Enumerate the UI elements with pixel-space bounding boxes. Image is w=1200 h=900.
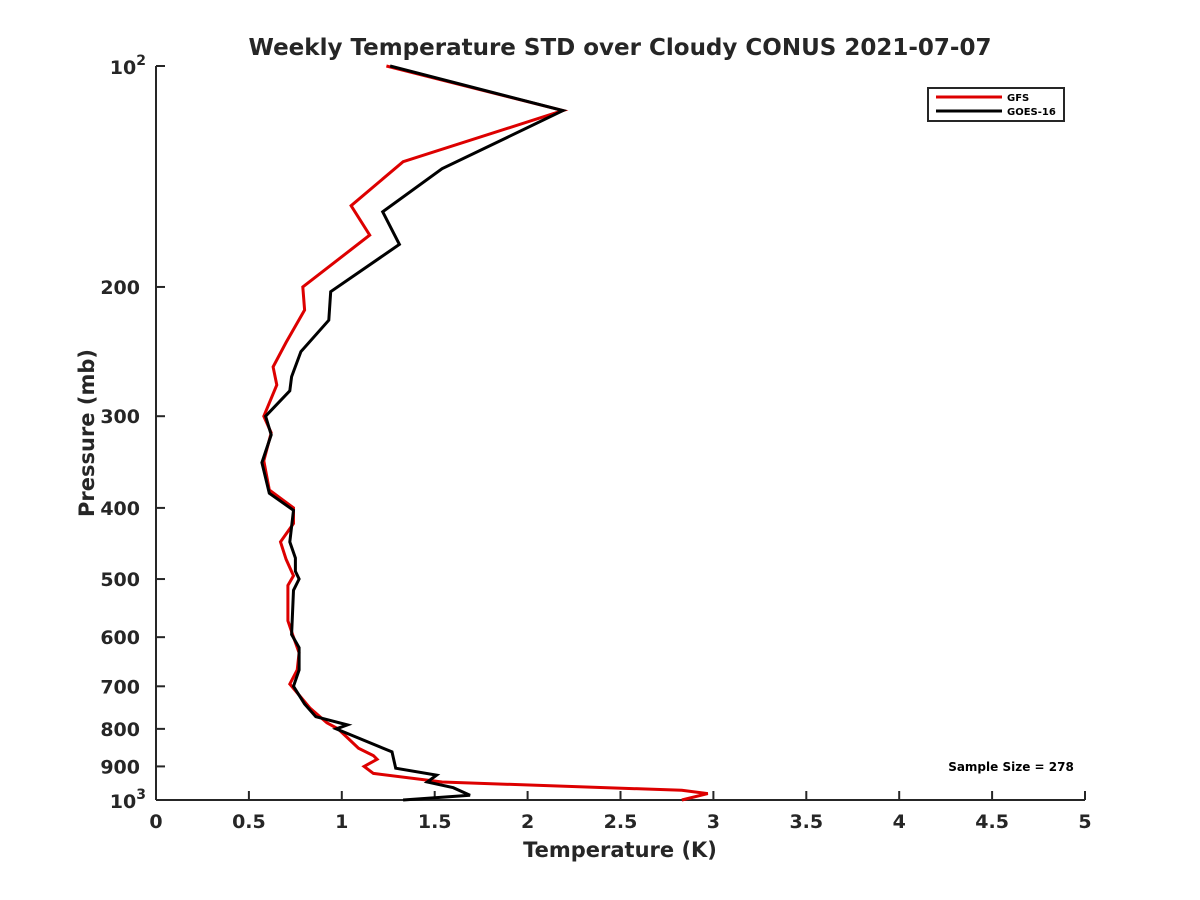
series-line-goes-16 [260,64,568,802]
x-tick-label: 3 [707,811,720,833]
y-tick-label: 300 [100,406,140,428]
x-tick-label: 1.5 [418,811,452,833]
sample-size-annotation: Sample Size = 278 [948,760,1074,774]
y-tick-label-exponent: 3 [136,787,146,803]
x-tick-label: 4.5 [975,811,1009,833]
x-tick-label: 2.5 [604,811,638,833]
legend-label: GFS [1007,93,1029,104]
legend-label: GOES-16 [1007,107,1056,118]
y-tick-label: 200 [100,277,140,299]
x-tick-label: 3.5 [789,811,823,833]
y-tick-label: 400 [100,498,140,520]
y-tick-label: 700 [100,676,140,698]
chart-title: Weekly Temperature STD over Cloudy CONUS… [249,35,992,61]
series-layer [260,64,709,802]
y-tick-label: 600 [100,627,140,649]
x-tick-label: 5 [1078,811,1091,833]
y-tick-label: 800 [100,719,140,741]
y-tick-label-base: 10 [110,57,136,79]
y-tick-label: 102 [110,53,146,79]
x-tick-label: 0.5 [232,811,266,833]
series-line-gfs [262,64,709,802]
x-axis-label: Temperature (K) [523,838,717,862]
y-tick-label: 900 [100,756,140,778]
chart-legend: GFS GOES-16 [927,87,1065,122]
x-tick-label: 0 [149,811,162,833]
legend-box [927,87,1065,122]
y-tick-label-base: 10 [110,791,136,813]
y-tick-label: 103 [110,787,146,813]
x-tick-label: 4 [893,811,906,833]
y-tick-label-exponent: 2 [136,53,146,69]
plot-axes: 0 0.5 1 1.5 2 2.5 3 3.5 4 4.5 51022003004005006007… [100,53,1091,833]
y-axis-label: Pressure (mb) [75,349,99,517]
x-tick-label: 1 [335,811,348,833]
y-tick-label: 500 [100,569,140,591]
x-tick-label: 2 [521,811,534,833]
